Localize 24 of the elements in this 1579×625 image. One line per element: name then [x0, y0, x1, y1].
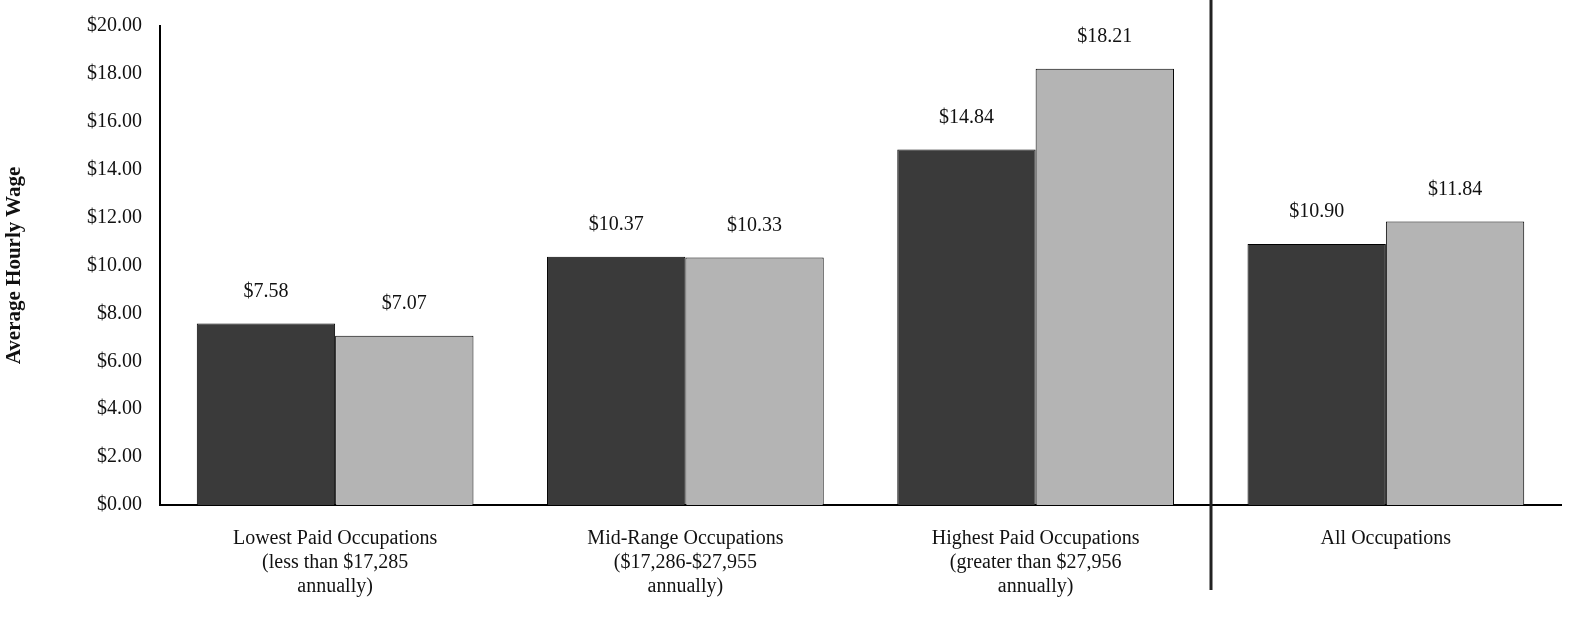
x-tick-label: Lowest Paid Occupations (less than $17,285 annually): [232, 526, 438, 598]
y-tick-label: $10.00: [87, 252, 142, 275]
data-label: $18.21: [1077, 24, 1133, 47]
data-label: $10.90: [1289, 199, 1345, 222]
data-label: $14.84: [938, 104, 994, 127]
y-tick-label: $16.00: [87, 109, 142, 132]
x-tick-label: All Occupations: [1320, 526, 1452, 550]
y-tick-label: $2.00: [97, 444, 142, 467]
y-tick-label: $8.00: [97, 300, 142, 323]
y-axis-title: Average Hourly Wage: [1, 166, 26, 365]
y-tick-label: $18.00: [87, 61, 142, 84]
x-tick-label: Mid-Range Occupations ($17,286-$27,955 annually): [587, 526, 784, 598]
data-label: $10.33: [727, 212, 783, 235]
y-tick-label: $0.00: [97, 492, 142, 515]
data-label: $7.07: [381, 290, 427, 313]
y-tick-label: $14.00: [87, 156, 142, 179]
y-tick-label: $12.00: [87, 204, 142, 227]
data-label: $7.58: [243, 278, 289, 301]
y-tick-label: $6.00: [97, 348, 142, 371]
y-tick-label: $4.00: [97, 396, 142, 419]
data-label: $11.84: [1427, 176, 1483, 199]
y-tick-label: $20.00: [87, 13, 142, 36]
data-label: $10.37: [588, 211, 644, 234]
x-tick-label: Highest Paid Occupations (greater than $27,956 annually): [931, 526, 1140, 598]
